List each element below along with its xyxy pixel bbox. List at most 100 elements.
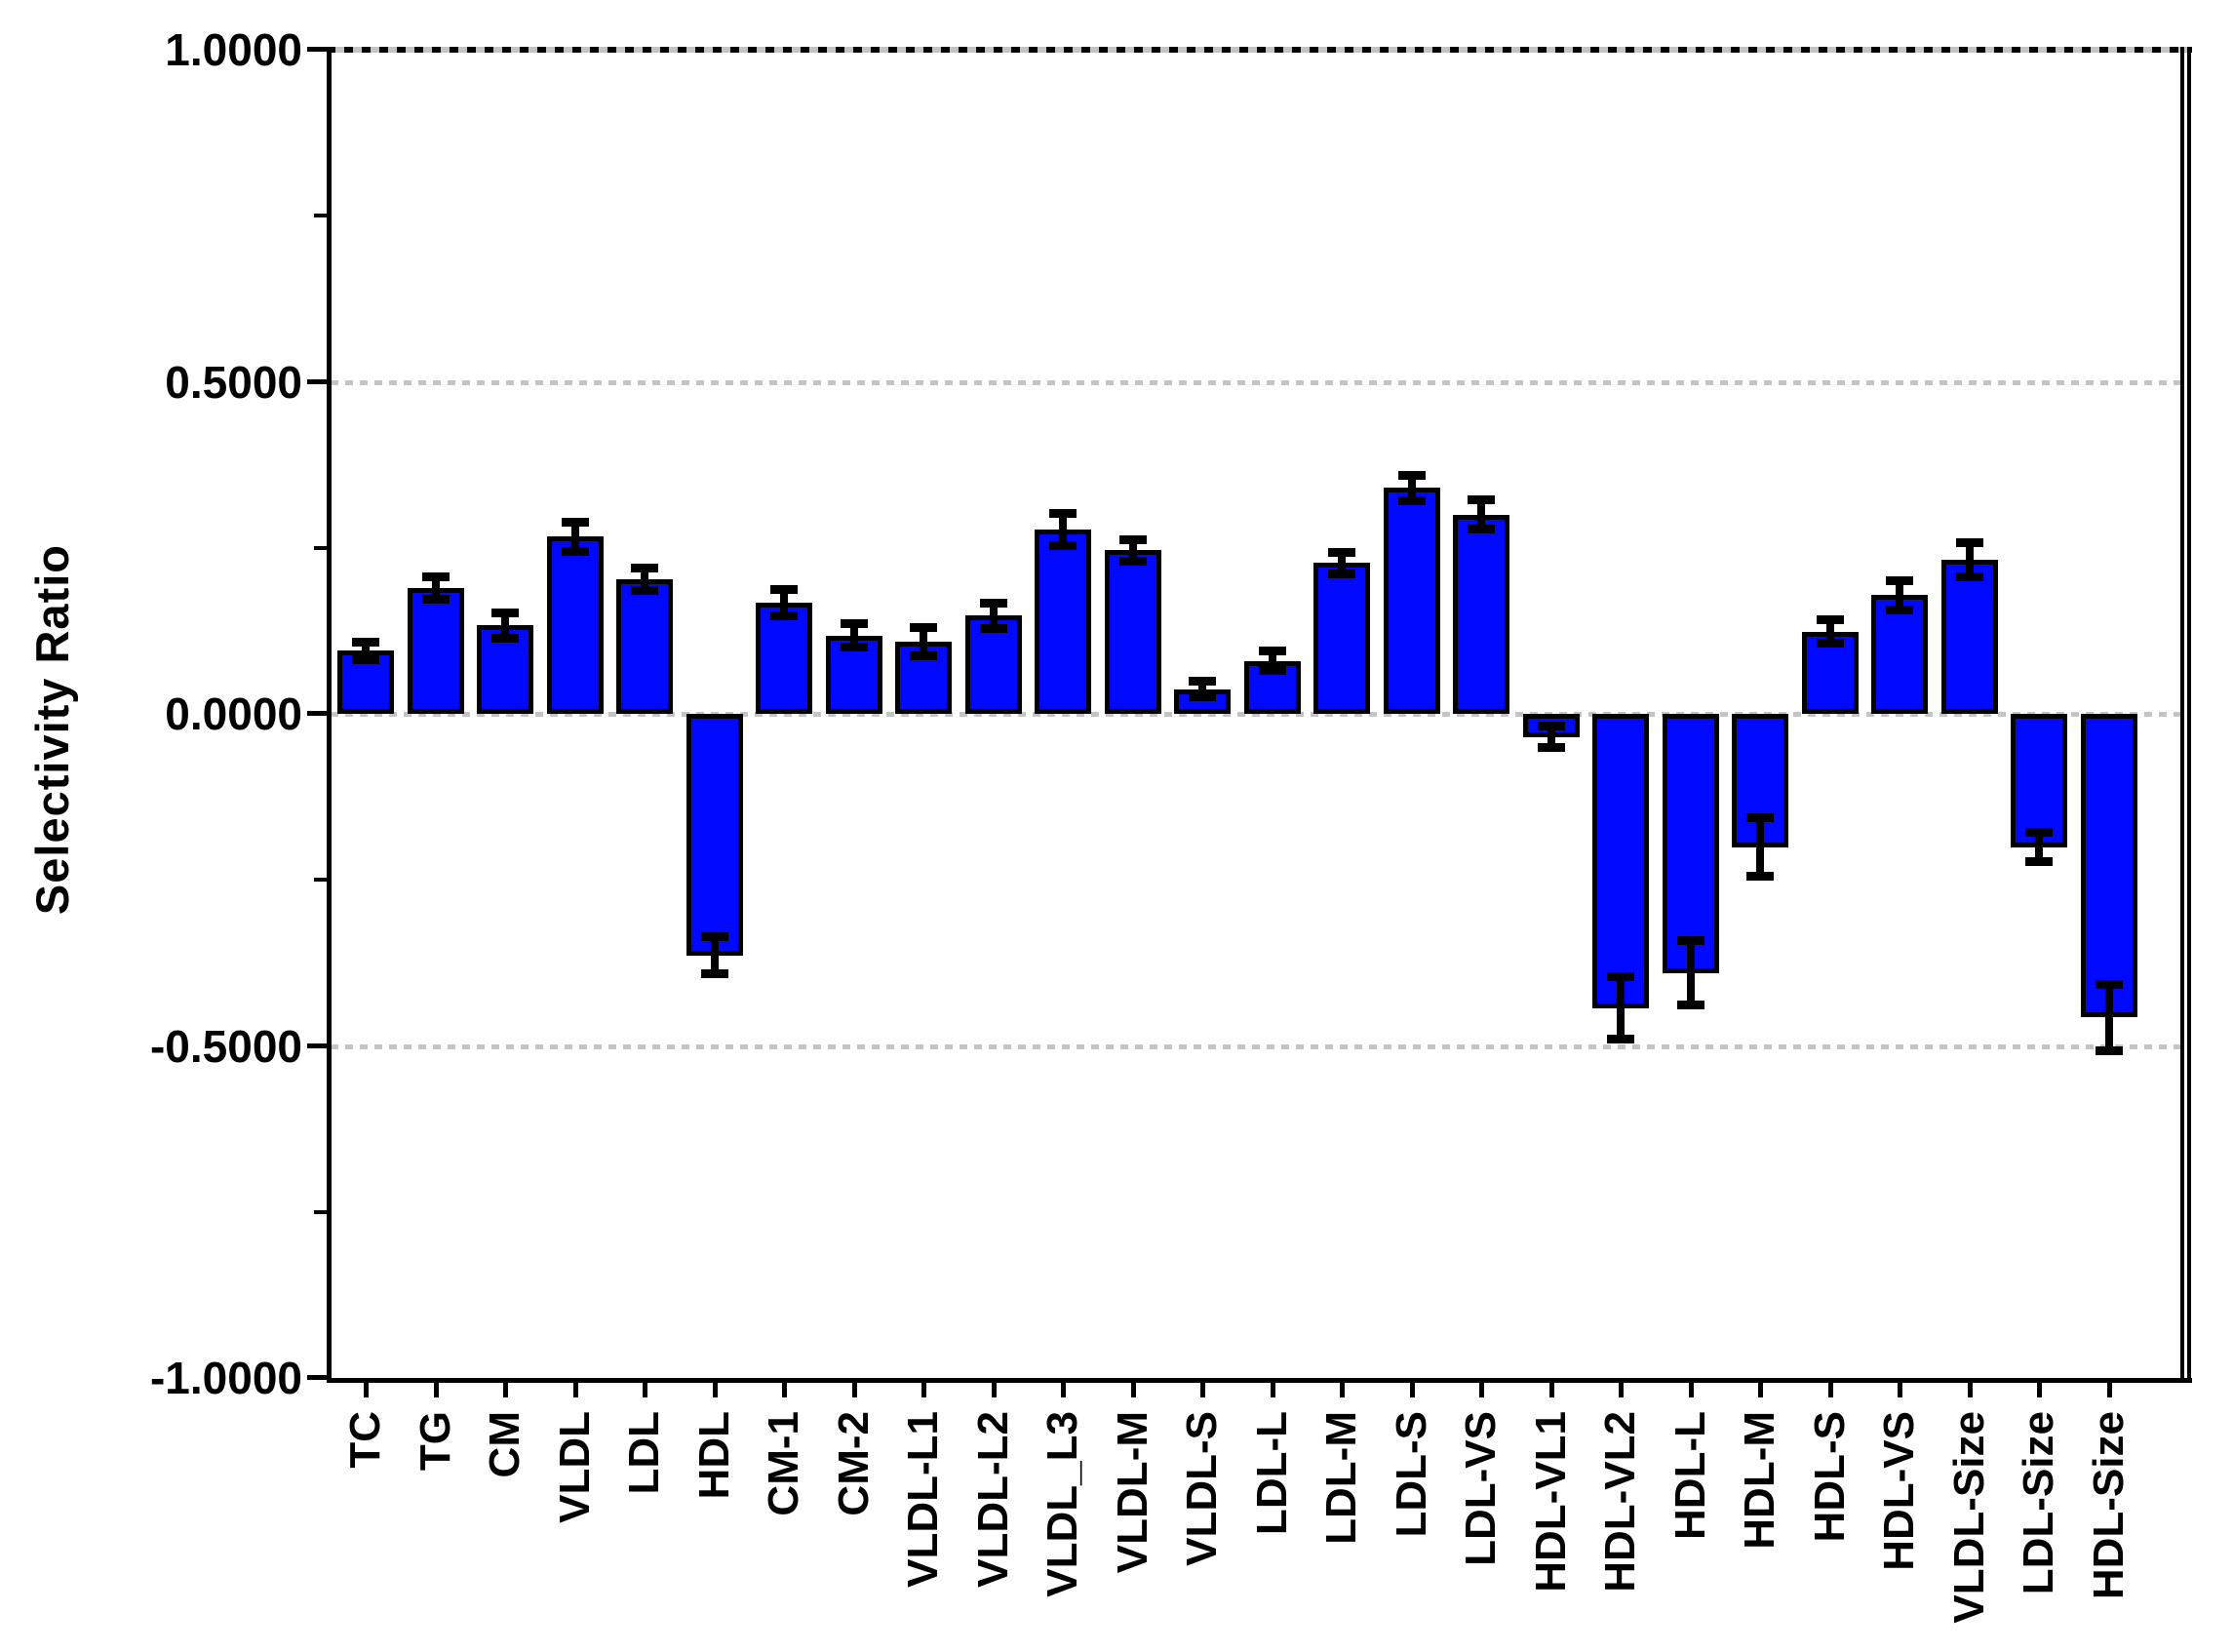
x-tick — [1688, 1383, 1694, 1397]
y-tick-label: -1.0000 — [149, 1353, 302, 1403]
error-bar-cap-bottom — [979, 623, 1007, 633]
x-tick-label: VLDL_L3 — [1038, 1411, 1086, 1597]
y-minor-tick — [314, 214, 327, 218]
error-bar-cap-top — [1258, 646, 1286, 655]
bar — [1940, 560, 1998, 714]
x-tick — [782, 1383, 787, 1397]
error-bar-cap-bottom — [631, 585, 658, 595]
x-tick-label: LDL-L — [1247, 1411, 1296, 1536]
error-bar-line — [1965, 542, 1974, 577]
error-bar-cap-top — [1676, 936, 1704, 946]
x-tick-label: VLDL-L1 — [899, 1411, 947, 1588]
error-bar-cap-top — [1397, 471, 1426, 481]
error-bar-cap-bottom — [2025, 857, 2053, 867]
error-bar-cap-top — [491, 608, 519, 617]
error-bar-cap-top — [631, 563, 658, 572]
error-bar-cap-top — [1537, 722, 1565, 731]
error-bar-cap-bottom — [1746, 872, 1774, 882]
error-bar-line — [2104, 984, 2113, 1051]
error-bar-cap-bottom — [2095, 1045, 2123, 1055]
y-minor-tick — [314, 1209, 327, 1214]
error-bar-cap-top — [561, 517, 589, 527]
grid-line — [331, 1043, 2180, 1049]
x-tick — [433, 1383, 439, 1397]
x-tick-label: HDL-VL2 — [1596, 1411, 1644, 1593]
error-bar-cap-bottom — [1886, 605, 1913, 614]
x-tick-label: VLDL-M — [1108, 1411, 1156, 1574]
error-bar-line — [1617, 976, 1625, 1040]
error-bar-cap-bottom — [770, 611, 798, 621]
bar — [1871, 595, 1928, 714]
error-bar-line — [1825, 619, 1834, 644]
error-bar-cap-bottom — [1258, 666, 1286, 676]
y-tick-label: 0.5000 — [165, 356, 302, 408]
x-tick — [1409, 1383, 1415, 1397]
error-bar-line — [1338, 552, 1346, 574]
x-tick — [1479, 1383, 1484, 1397]
y-tick — [307, 711, 327, 716]
x-tick — [1200, 1383, 1205, 1397]
x-tick-label: HDL-Size — [2084, 1411, 2133, 1600]
error-bar-line — [1407, 475, 1416, 501]
error-bar-cap-top — [1816, 614, 1844, 624]
x-tick — [1270, 1383, 1275, 1397]
bar — [964, 615, 1022, 714]
error-bar-line — [570, 522, 579, 552]
bar — [546, 536, 604, 714]
x-tick-label: VLDL-S — [1178, 1411, 1226, 1566]
error-bar-cap-bottom — [1816, 639, 1844, 649]
x-tick-label: LDL — [620, 1411, 668, 1495]
error-bar-cap-bottom — [561, 546, 589, 556]
bar — [1662, 714, 1719, 973]
error-bar-cap-top — [2025, 828, 2053, 838]
error-bar-line — [710, 936, 719, 974]
error-bar-cap-top — [1607, 972, 1634, 982]
x-tick-label: VLDL-L2 — [968, 1411, 1017, 1588]
error-bar-cap-top — [352, 637, 379, 647]
error-bar-cap-top — [979, 598, 1007, 608]
x-tick — [364, 1383, 369, 1397]
grid-line — [331, 379, 2180, 385]
x-tick — [1340, 1383, 1345, 1397]
bar — [1313, 563, 1370, 714]
bar — [2080, 714, 2137, 1018]
x-tick — [572, 1383, 578, 1397]
x-tick-label: LDL-VS — [1457, 1411, 1505, 1566]
plot-frame-right — [2180, 47, 2191, 1383]
error-bar-line — [501, 612, 509, 639]
error-bar-cap-bottom — [1468, 525, 1495, 534]
error-bar-cap-bottom — [1676, 1000, 1704, 1009]
error-bar-line — [849, 623, 858, 648]
x-tick — [921, 1383, 926, 1397]
x-tick-label: HDL-S — [1805, 1411, 1854, 1543]
error-bar-cap-bottom — [1118, 556, 1147, 566]
error-bar-cap-bottom — [1607, 1035, 1634, 1044]
bar — [686, 714, 743, 956]
x-tick-label: LDL-S — [1387, 1411, 1435, 1538]
y-tick-label: 0.0000 — [165, 688, 302, 739]
error-bar-cap-top — [1886, 575, 1913, 585]
bar — [407, 588, 464, 714]
error-bar-cap-bottom — [1955, 571, 1983, 581]
x-tick-label: CM-1 — [760, 1411, 807, 1516]
x-tick-label: HDL — [689, 1411, 738, 1500]
plot-frame-top — [327, 47, 2192, 53]
y-tick — [307, 378, 327, 384]
x-tick-label: LDL-M — [1317, 1411, 1365, 1545]
x-tick-label: VLDL — [550, 1411, 599, 1523]
bar — [2011, 714, 2067, 847]
x-tick — [1548, 1383, 1554, 1397]
error-bar-line — [1896, 580, 1903, 610]
error-bar-cap-bottom — [1049, 540, 1077, 550]
y-tick — [307, 1375, 327, 1380]
error-bar-cap-bottom — [840, 643, 868, 652]
x-tick — [1758, 1383, 1763, 1397]
x-tick — [1619, 1383, 1624, 1397]
error-bar-cap-top — [2095, 979, 2123, 989]
x-tick-label: VLDL-Size — [1944, 1411, 1993, 1624]
grid-line — [331, 712, 2180, 717]
bar — [337, 650, 394, 714]
error-bar-line — [2035, 832, 2043, 862]
error-bar-line — [1059, 513, 1067, 546]
error-bar-cap-bottom — [1537, 743, 1565, 753]
